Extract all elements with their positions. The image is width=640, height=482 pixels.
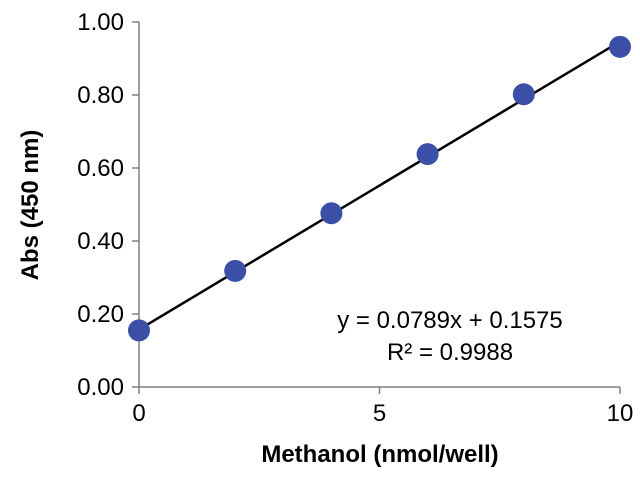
y-tick-label: 0.80 — [77, 82, 124, 109]
r-squared-annotation: R² = 0.9988 — [387, 339, 513, 366]
x-axis-label: Methanol (nmol/well) — [261, 441, 498, 468]
data-point — [416, 143, 439, 166]
trendline — [138, 40, 621, 331]
x-tick-label: 10 — [607, 400, 634, 427]
data-point — [224, 259, 247, 282]
data-points — [128, 35, 631, 342]
data-point — [128, 319, 150, 342]
equation-annotation: y = 0.0789x + 0.1575 — [337, 307, 563, 334]
x-tick-label: 5 — [373, 400, 386, 427]
data-point — [512, 83, 535, 106]
x-tick-label: 0 — [132, 400, 145, 427]
y-ticks: 0.00 0.20 0.40 0.60 0.80 1.00 — [77, 9, 139, 401]
y-tick-label: 0.40 — [77, 228, 124, 255]
y-tick-label: 0.00 — [77, 374, 124, 401]
trendline-layer — [138, 40, 621, 331]
x-ticks: 0 5 10 — [132, 387, 633, 427]
y-axis-label: Abs (450 nm) — [17, 130, 44, 281]
data-point — [609, 35, 631, 58]
y-tick-label: 0.60 — [77, 155, 124, 182]
data-point — [320, 202, 343, 225]
y-tick-label: 0.20 — [77, 301, 124, 328]
y-tick-label: 1.00 — [77, 9, 124, 36]
